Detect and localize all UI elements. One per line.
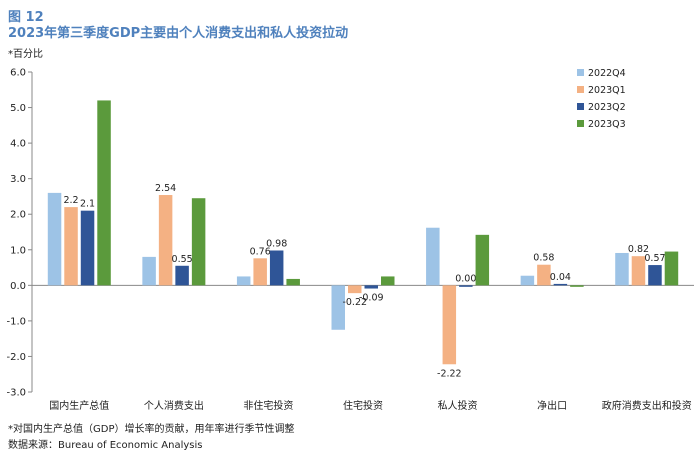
bar-2023q1-6 (631, 256, 646, 286)
category-label: 私人投资 (438, 399, 478, 412)
legend-label-2022q4: 2022Q4 (588, 68, 626, 79)
category-label: 国内生产总值 (49, 399, 109, 412)
y-tick-label: 5.0 (10, 103, 26, 114)
bar-2023q2-3 (364, 285, 378, 289)
y-tick-label: -3.0 (6, 388, 26, 399)
bar-2022q4-5 (520, 275, 535, 286)
data-label-2023q1-4: -2.22 (437, 368, 462, 379)
data-label-2023q2-3: -0.09 (359, 293, 384, 304)
y-tick-label: -2.0 (6, 352, 26, 363)
bar-2023q1-3 (348, 285, 362, 294)
y-tick-label: 2.0 (10, 210, 26, 221)
bar-2023q2-4 (459, 285, 473, 287)
legend-swatch-2022q4 (577, 69, 584, 76)
bar-2022q4-2 (236, 276, 251, 286)
y-tick-label: -1.0 (6, 316, 26, 327)
category-label: 非住宅投资 (243, 399, 293, 412)
category-label: 净出口 (537, 399, 567, 412)
bar-2023q3-6 (664, 251, 679, 286)
data-label-2023q1-2: 0.76 (250, 246, 271, 257)
y-tick-label: 6.0 (10, 68, 26, 79)
bar-2023q2-1 (175, 265, 189, 286)
data-label-2023q1-0: 2.2 (63, 195, 78, 206)
bar-2023q2-2 (269, 250, 284, 286)
data-label-2023q2-0: 2.1 (80, 199, 95, 210)
chart-title: 2023年第三季度GDP主要由个人消费支出和私人投资拉动 (8, 26, 349, 41)
data-label-2023q2-4: 0.00 (455, 273, 476, 284)
bar-2022q4-4 (426, 227, 440, 286)
data-label-2023q1-6: 0.82 (628, 244, 649, 255)
bar-2022q4-0 (47, 192, 62, 286)
legend-label-2023q2: 2023Q2 (588, 102, 626, 113)
source-note: 数据来源：Bureau of Economic Analysis (8, 440, 203, 451)
bar-2023q3-4 (475, 234, 490, 286)
legend-swatch-2023q2 (577, 103, 584, 110)
data-label-2023q2-1: 0.55 (172, 254, 193, 265)
category-label: 个人消费支出 (144, 399, 204, 412)
y-tick-label: 3.0 (10, 174, 26, 185)
legend-label-2023q3: 2023Q3 (588, 119, 626, 130)
unit-note: *百分比 (8, 49, 43, 60)
bar-2023q2-5 (553, 283, 568, 286)
bar-2023q1-5 (537, 264, 551, 286)
legend-swatch-2023q3 (577, 120, 584, 127)
bar-2023q3-0 (97, 100, 111, 286)
footnote: *对国内生产总值（GDP）增长率的贡献，用年率进行季节性调整 (8, 424, 295, 435)
data-label-2023q1-3: -0.22 (342, 297, 367, 308)
bar-2022q4-1 (142, 256, 156, 286)
bar-2022q4-6 (615, 252, 629, 286)
bar-2023q1-0 (64, 207, 78, 286)
data-label-2023q1-5: 0.58 (533, 253, 554, 264)
category-label: 政府消费支出和投资 (602, 399, 692, 412)
y-tick-label: 1.0 (10, 245, 26, 256)
legend-label-2023q1: 2023Q1 (588, 85, 626, 96)
bar-2023q3-5 (570, 285, 584, 287)
bar-2023q2-0 (80, 210, 95, 286)
bar-2023q1-4 (442, 285, 457, 365)
y-tick-label: 4.0 (10, 139, 26, 150)
y-tick-label: 0.0 (10, 281, 26, 292)
data-label-2023q2-2: 0.98 (266, 238, 287, 249)
bar-2023q3-2 (286, 278, 300, 286)
bar-2022q4-3 (331, 285, 345, 330)
data-label-2023q2-5: 0.04 (550, 272, 571, 283)
bar-2023q1-2 (253, 258, 267, 286)
bar-2023q1-1 (158, 195, 173, 286)
bar-2023q2-6 (648, 265, 662, 286)
figure-label: 图 12 (8, 10, 44, 25)
legend-swatch-2023q1 (577, 86, 584, 93)
bar-2023q3-3 (381, 276, 395, 286)
bar-2023q3-1 (191, 198, 206, 286)
category-label: 住宅投资 (343, 399, 383, 412)
data-label-2023q1-1: 2.54 (155, 183, 176, 194)
data-label-2023q2-6: 0.57 (644, 253, 665, 264)
